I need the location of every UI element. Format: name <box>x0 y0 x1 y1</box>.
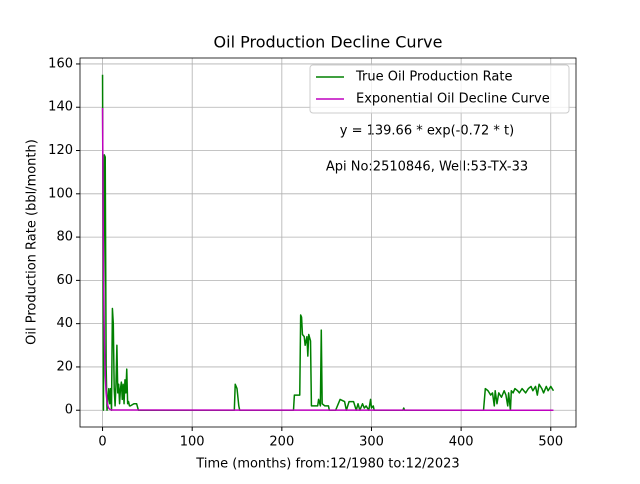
y-tick-label: 160 <box>48 56 73 71</box>
x-axis-label: Time (months) from:12/1980 to:12/2023 <box>195 457 459 472</box>
chart-title: Oil Production Decline Curve <box>214 33 443 52</box>
annotation: y = 139.66 * exp(-0.72 * t) <box>340 124 514 139</box>
y-tick-label: 40 <box>56 316 73 331</box>
legend-label: Exponential Oil Decline Curve <box>356 92 550 107</box>
y-tick-label: 140 <box>48 100 73 115</box>
y-axis-label: Oil Production Rate (bbl/month) <box>25 139 40 345</box>
y-tick-label: 80 <box>56 230 73 245</box>
plot-frame <box>79 57 577 428</box>
series-line <box>101 107 554 411</box>
x-tick-label: 300 <box>359 435 384 450</box>
y-tick-label: 120 <box>48 143 73 158</box>
y-tick-label: 100 <box>48 186 73 201</box>
x-tick-label: 200 <box>269 435 294 450</box>
y-tick-label: 20 <box>56 359 73 374</box>
y-tick-label: 60 <box>56 273 73 288</box>
annotation: Api No:2510846, Well:53-TX-33 <box>326 160 528 175</box>
legend-label: True Oil Production Rate <box>355 70 512 85</box>
x-tick-label: 400 <box>449 435 474 450</box>
x-tick-label: 100 <box>180 435 205 450</box>
legend-box <box>309 64 570 114</box>
series-line <box>101 74 555 411</box>
x-tick-label: 0 <box>98 435 106 450</box>
y-tick-label: 0 <box>65 403 73 418</box>
x-tick-label: 500 <box>538 435 563 450</box>
